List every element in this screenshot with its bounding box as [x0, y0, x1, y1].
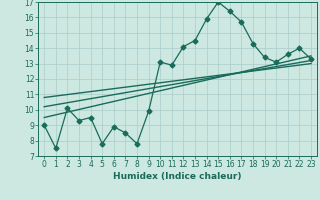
X-axis label: Humidex (Indice chaleur): Humidex (Indice chaleur): [113, 172, 242, 181]
